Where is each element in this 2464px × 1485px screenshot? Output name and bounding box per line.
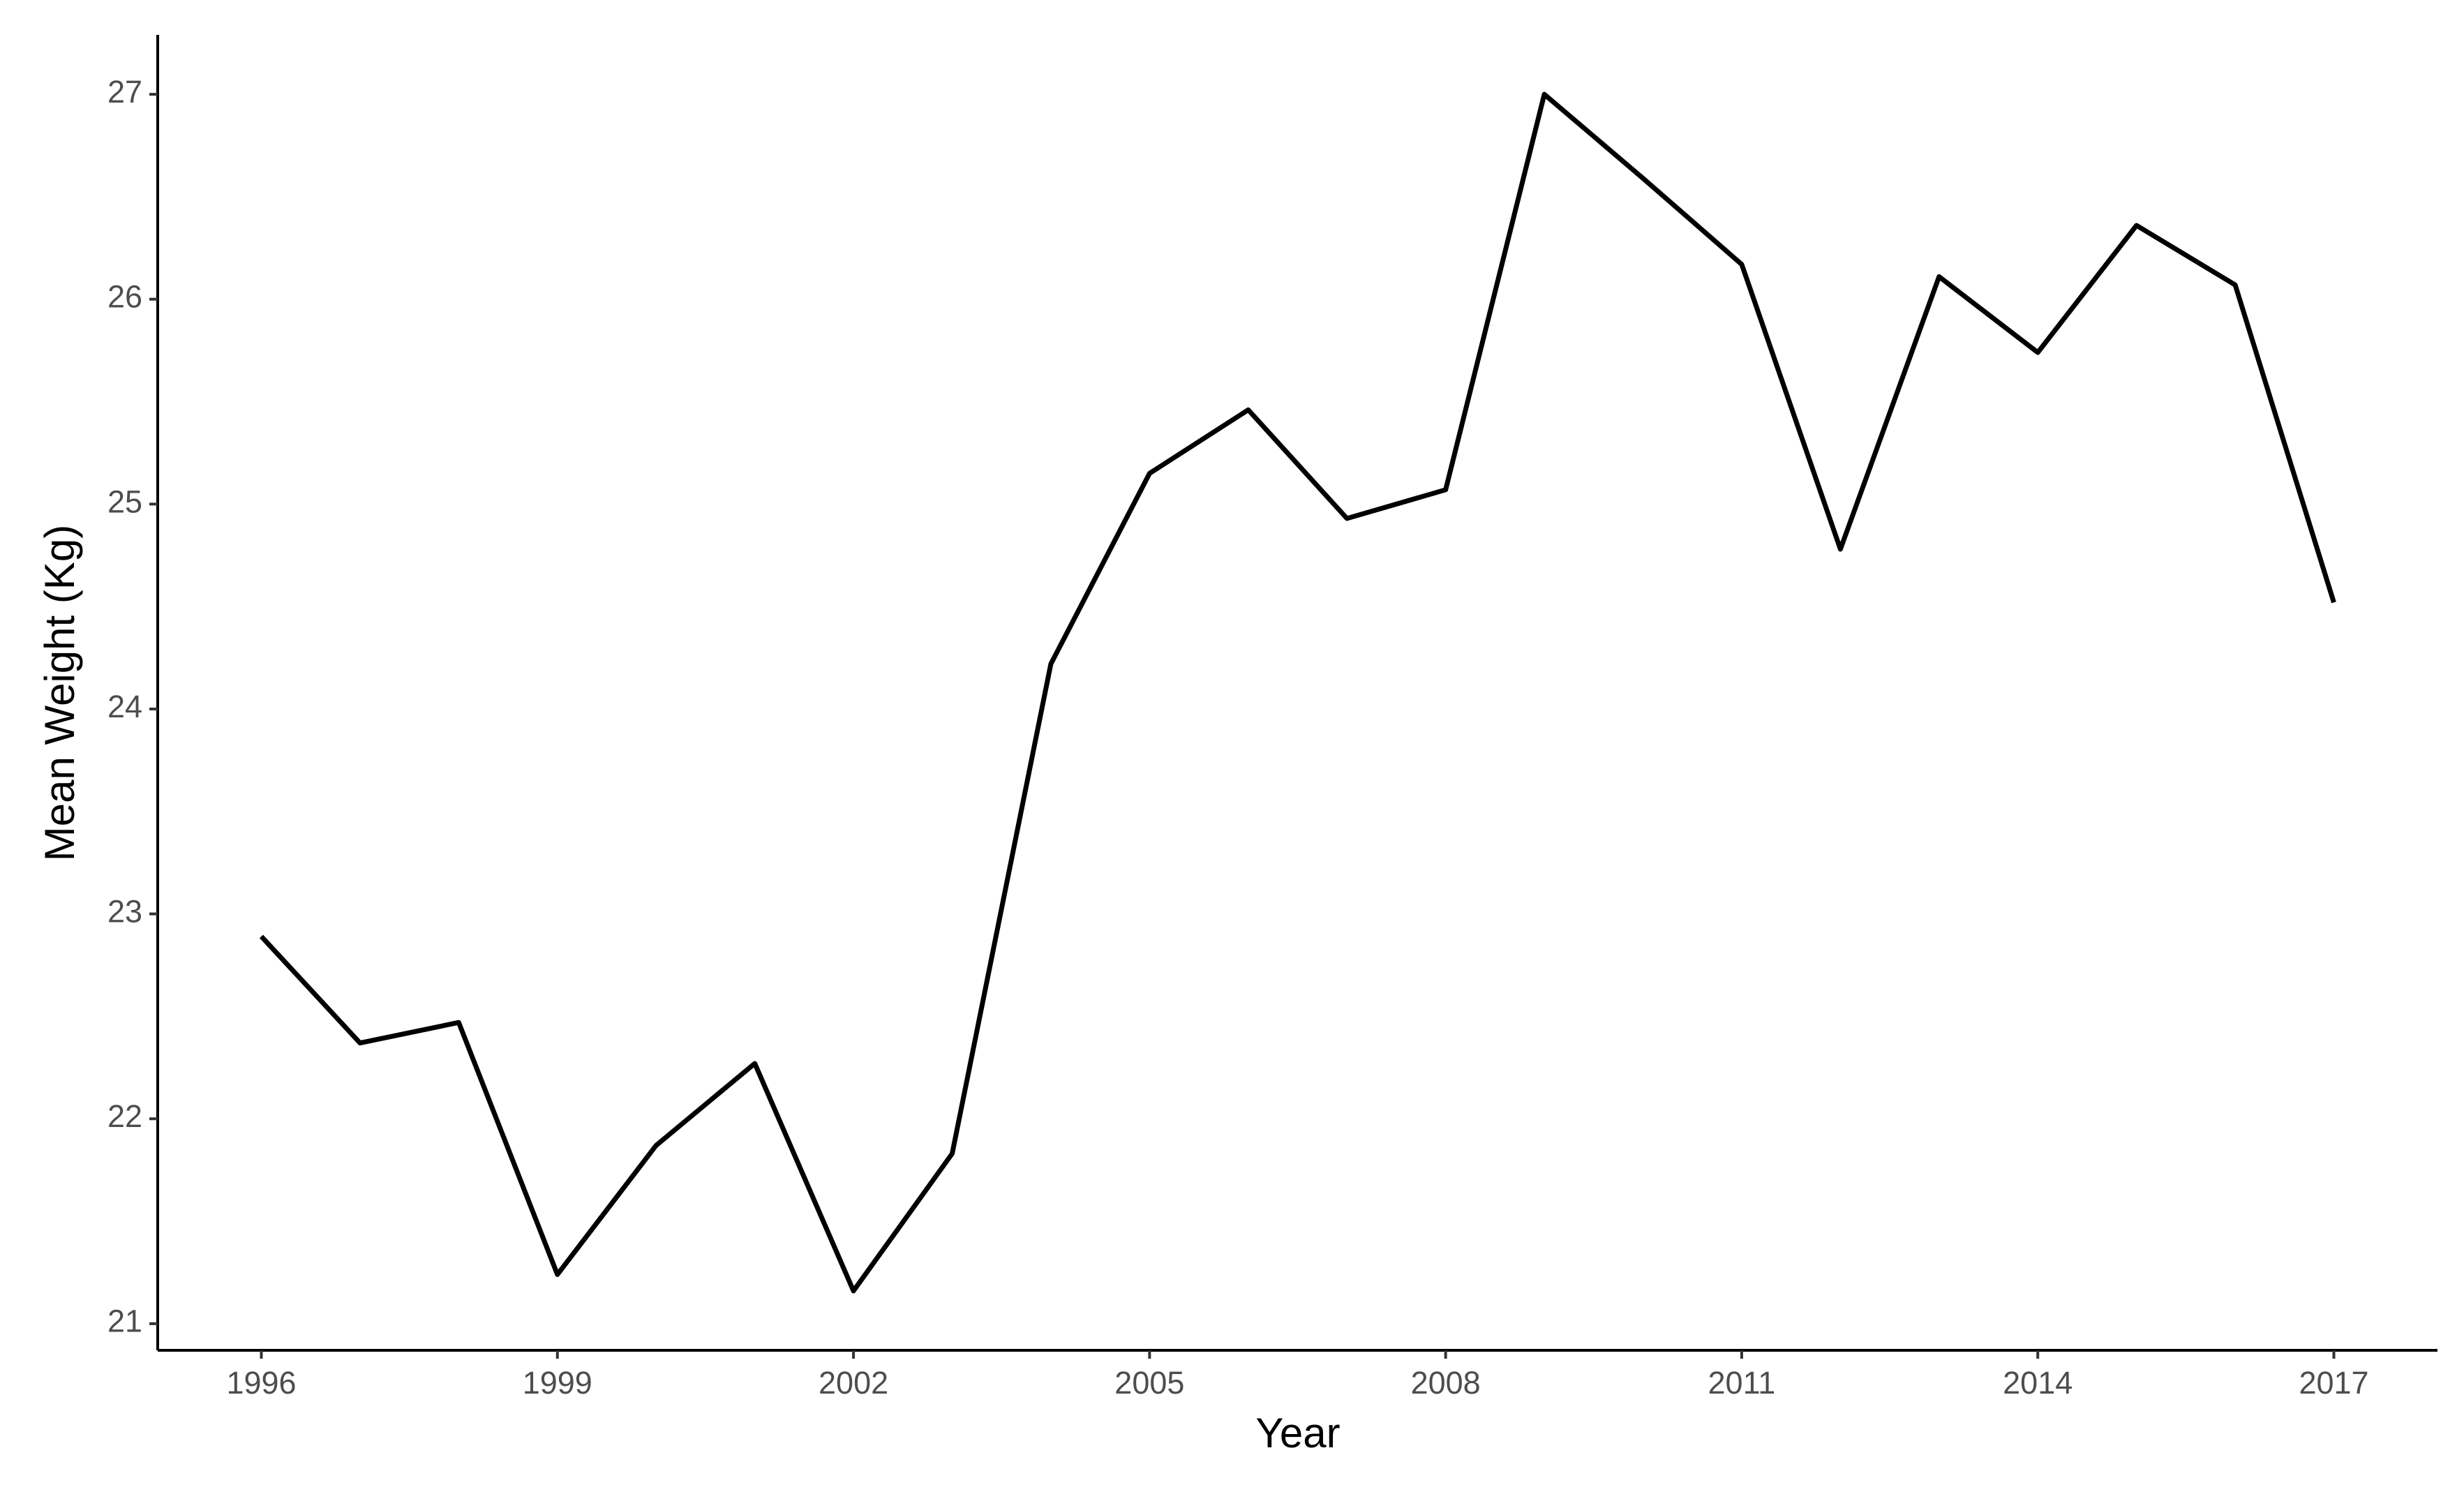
- x-tick-label: 2014: [2003, 1365, 2073, 1401]
- x-tick-label: 1999: [523, 1365, 592, 1401]
- x-tick-label: 2008: [1411, 1365, 1481, 1401]
- x-tick-label: 2017: [2299, 1365, 2368, 1401]
- y-tick-label: 27: [107, 74, 142, 110]
- line: [259, 91, 2336, 1294]
- x-tick-label: 2011: [1708, 1365, 1776, 1401]
- x-axis-title: Year: [1255, 1410, 1340, 1456]
- y-tick-label: 24: [107, 689, 142, 724]
- y-tick-label: 23: [107, 893, 142, 929]
- y-tick-label: 22: [107, 1098, 142, 1134]
- y-tick-label: 25: [107, 484, 142, 519]
- y-tick-label: 21: [107, 1304, 142, 1339]
- y-tick-label: 26: [107, 279, 142, 315]
- y-axis-title: Mean Weight (Kg): [36, 525, 83, 861]
- x-tick-label: 2002: [819, 1365, 888, 1401]
- x-tick-label: 1996: [226, 1365, 296, 1401]
- x-tick-label: 2005: [1114, 1365, 1184, 1401]
